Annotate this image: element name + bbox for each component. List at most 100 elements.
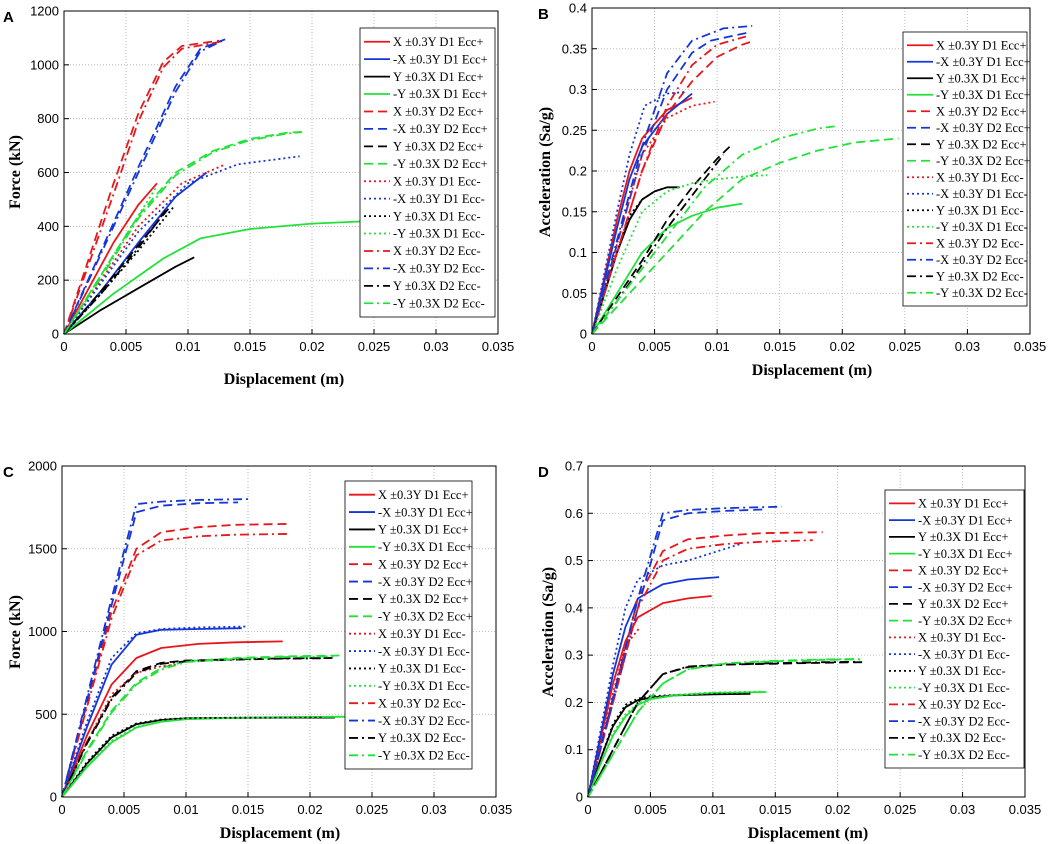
legend-entry: Y ±0.3X D1 Ecc+: [936, 71, 1027, 85]
x-tick-label: 0.015: [759, 802, 792, 817]
series-line-9: [61, 663, 177, 798]
legend-entry: -Y ±0.3X D2 Ecc-: [378, 749, 470, 763]
y-tick-label: 0.15: [562, 204, 587, 219]
series-line-6: [591, 31, 749, 335]
series-line-14: [63, 39, 224, 335]
x-tick-label: 0.005: [638, 339, 671, 354]
series-line-12: [587, 690, 763, 798]
legend-entry: Y ±0.3X D2 Ecc+: [918, 597, 1009, 611]
y-tick-label: 2000: [28, 459, 57, 474]
legend-entry: -X ±0.3Y D1 Ecc-: [393, 192, 485, 206]
x-tick-label: 0.035: [1014, 339, 1047, 354]
series-line-14: [61, 498, 249, 798]
legend-entry: Y ±0.3X D2 Ecc-: [936, 269, 1024, 283]
y-tick-label: 0.25: [562, 123, 587, 138]
series-line-15: [61, 657, 323, 798]
legend: X ±0.3Y D1 Ecc+ -X ±0.3Y D1 Ecc+ Y ±0.3X D…: [359, 27, 496, 318]
legend-entry: -X ±0.3Y D2 Ecc-: [393, 262, 485, 276]
x-tick-label: 0.03: [421, 802, 446, 817]
series-line-6: [63, 38, 226, 335]
legend-entry: X ±0.3Y D1 Ecc+: [378, 488, 469, 502]
y-tick-label: 400: [37, 219, 59, 234]
panel-letter: A: [3, 9, 14, 26]
legend-entry: X ±0.3Y D2 Ecc-: [918, 698, 1006, 712]
series-line-1: [61, 640, 283, 798]
y-tick-label: 0.3: [569, 82, 587, 97]
legend-entry: X ±0.3Y D2 Ecc+: [378, 557, 469, 571]
series-line-13: [63, 41, 220, 335]
series-line-8: [591, 137, 899, 335]
series-line-2: [587, 576, 720, 798]
x-tick-label: 0.015: [232, 802, 265, 817]
x-tick-label: 0.005: [110, 339, 143, 354]
x-tick-label: 0.02: [830, 339, 855, 354]
legend: X ±0.3Y D1 Ecc+ -X ±0.3Y D1 Ecc+ Y ±0.3X D…: [884, 489, 1025, 769]
legend-entry: -X ±0.3Y D2 Ecc+: [918, 580, 1013, 594]
x-tick-label: 0.02: [299, 339, 324, 354]
series-line-14: [587, 505, 782, 798]
panel-A: 0 0.005 0.01 0.015 0.02 0.025 0.03 0.035 0 200 400…: [3, 4, 514, 389]
x-tick-label: 0.025: [889, 339, 922, 354]
legend-entry: X ±0.3Y D2 Ecc+: [936, 104, 1027, 118]
x-axis-label: Displacement (m): [752, 362, 872, 379]
x-tick-label: 0.01: [173, 802, 198, 817]
y-tick-label: 0.1: [569, 245, 587, 260]
legend-entry: -Y ±0.3X D2 Ecc+: [393, 157, 488, 171]
legend-entry: -Y ±0.3X D1 Ecc-: [918, 681, 1010, 695]
legend-entry: -X ±0.3Y D2 Ecc+: [936, 121, 1031, 135]
legend-entry: -X ±0.3Y D1 Ecc+: [393, 52, 488, 66]
legend-entry: Y ±0.3X D2 Ecc-: [918, 731, 1006, 745]
legend-entry: Y ±0.3X D1 Ecc-: [378, 662, 466, 676]
series-line-12: [61, 715, 342, 798]
panel-letter: B: [538, 6, 549, 23]
y-axis-label: Acceleration (Sa/g): [540, 567, 557, 697]
series-line-10: [63, 155, 300, 335]
y-tick-label: 800: [37, 111, 59, 126]
legend-entry: -Y ±0.3X D2 Ecc-: [393, 296, 485, 310]
x-tick-label: 0.03: [955, 339, 980, 354]
legend-entry: -X ±0.3Y D2 Ecc+: [378, 575, 473, 589]
y-tick-label: 0.4: [569, 1, 587, 16]
y-tick-label: 0.35: [562, 41, 587, 56]
series-line-5: [61, 523, 289, 798]
y-tick-label: 1200: [30, 4, 59, 19]
x-tick-label: 0.005: [108, 802, 141, 817]
x-tick-label: 0.035: [1009, 802, 1042, 817]
legend-entry: -X ±0.3Y D1 Ecc+: [918, 513, 1013, 527]
series-line-1: [591, 96, 693, 335]
legend-entry: -X ±0.3Y D2 Ecc-: [918, 714, 1010, 728]
legend-entry: Y ±0.3X D1 Ecc+: [918, 530, 1009, 544]
series-line-4: [591, 202, 743, 335]
legend-entry: -X ±0.3Y D2 Ecc-: [936, 253, 1028, 267]
y-tick-label: 0.2: [565, 695, 583, 710]
legend-entry: -X ±0.3Y D1 Ecc+: [378, 505, 473, 519]
x-tick-label: 0.02: [297, 802, 322, 817]
legend-entry: X ±0.3Y D1 Ecc-: [393, 174, 481, 188]
series-line-5: [63, 39, 220, 335]
legend-entry: X ±0.3Y D1 Ecc-: [918, 631, 1006, 645]
series-line-15: [587, 660, 857, 798]
series-line-11: [61, 716, 323, 798]
legend-entry: -Y ±0.3X D2 Ecc+: [378, 610, 473, 624]
series-line-6: [587, 508, 763, 798]
x-tick-label: 0.025: [884, 802, 917, 817]
x-axis-label: Displacement (m): [224, 371, 344, 388]
y-tick-label: 600: [37, 165, 59, 180]
series-line-2: [61, 627, 242, 798]
y-axis-label: Acceleration (Sa/g): [537, 107, 554, 237]
x-tick-label: 0: [60, 339, 67, 354]
x-tick-label: 0.035: [482, 339, 515, 354]
legend-entry: -Y ±0.3X D1 Ecc-: [936, 220, 1028, 234]
legend-entry: X ±0.3Y D1 Ecc-: [936, 170, 1024, 184]
y-axis-label: Force (kN): [7, 595, 24, 669]
legend-entry: X ±0.3Y D2 Ecc-: [393, 244, 481, 258]
series-line-9: [587, 626, 642, 798]
legend: X ±0.3Y D1 Ecc+ -X ±0.3Y D1 Ecc+ Y ±0.3X D…: [902, 31, 1031, 307]
series-line-9: [63, 163, 226, 335]
legend-entry: -Y ±0.3X D1 Ecc+: [378, 540, 473, 554]
series-line-12: [591, 174, 768, 335]
series-line-2: [63, 171, 208, 335]
legend-entry: X ±0.3Y D1 Ecc-: [378, 627, 466, 641]
series-line-13: [587, 539, 813, 798]
legend: X ±0.3Y D1 Ecc+ -X ±0.3Y D1 Ecc+ Y ±0.3X D…: [344, 480, 473, 770]
